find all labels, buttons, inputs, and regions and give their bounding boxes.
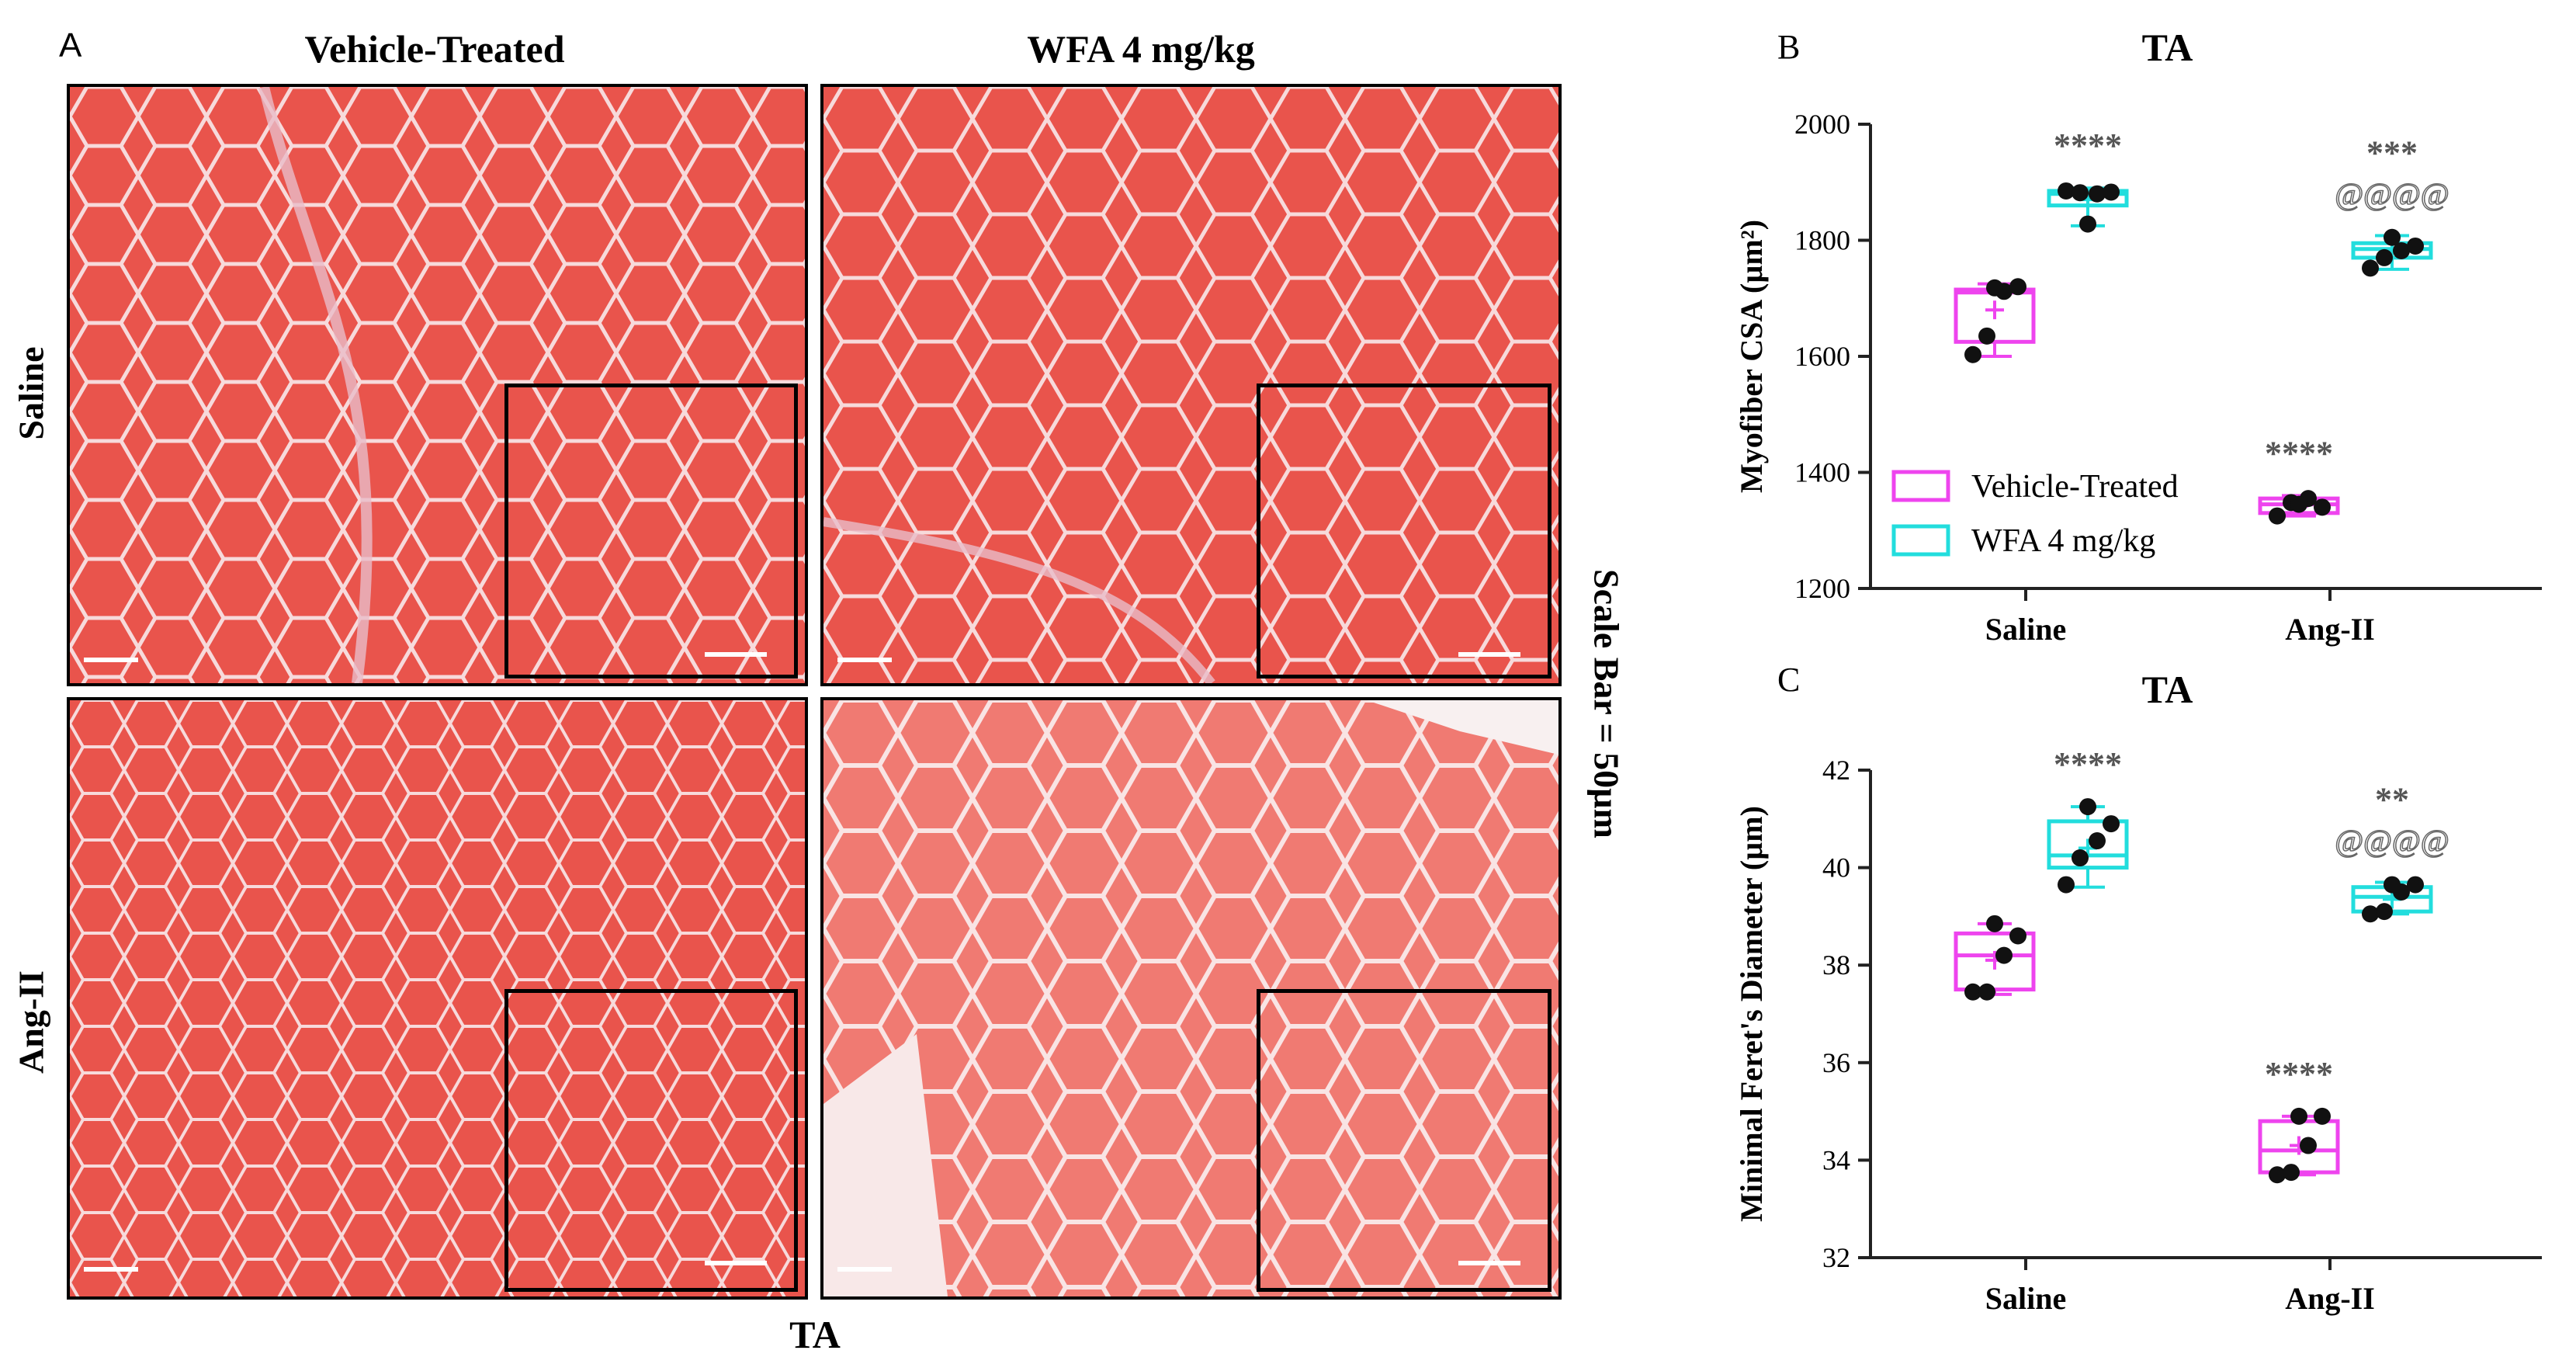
data-point — [2283, 1164, 2300, 1182]
row-header-ang-ii: Ang-II — [11, 970, 51, 1074]
panel-letter: C — [1777, 661, 1800, 699]
significance-annotation: **** — [2054, 127, 2122, 165]
data-point — [2384, 228, 2401, 246]
data-point — [2079, 798, 2096, 816]
scale-bar — [837, 658, 892, 662]
scale-bar — [84, 658, 138, 662]
y-tick-label: 1800 — [1794, 225, 1850, 256]
data-point — [2269, 507, 2286, 525]
x-tick-label: Saline — [1985, 1281, 2066, 1316]
scale-bar — [84, 1267, 138, 1272]
chart-title: TA — [2142, 26, 2193, 69]
significance-annotation: ** — [2375, 780, 2409, 818]
data-point — [2072, 184, 2089, 202]
y-tick-label: 36 — [1822, 1047, 1850, 1078]
inset-box — [504, 989, 798, 1292]
data-point — [2362, 259, 2379, 277]
y-tick-label: 34 — [1822, 1144, 1850, 1175]
column-header-wfa: WFA 4 mg/kg — [1027, 27, 1255, 71]
panel-letter: B — [1777, 28, 1800, 66]
data-point — [2058, 876, 2075, 894]
data-point — [1978, 983, 1995, 1001]
data-point — [2009, 278, 2026, 296]
data-point — [2269, 1166, 2286, 1184]
chart-b: B TA 1200 1400 1600 1800 2000 Myofiber CSA (µm²… — [1734, 26, 2542, 647]
data-point — [1986, 915, 2003, 932]
data-point — [2376, 248, 2393, 266]
data-point — [1986, 279, 2003, 297]
data-point — [2314, 1107, 2331, 1125]
data-point — [2393, 241, 2410, 259]
data-point — [2290, 1107, 2307, 1125]
data-point — [2384, 876, 2401, 894]
data-point — [2072, 849, 2089, 867]
x-tick-label: Ang-II — [2285, 612, 2375, 647]
data-point — [2058, 182, 2075, 200]
significance-annotation: **** — [2265, 434, 2333, 472]
data-point — [2300, 1137, 2317, 1154]
y-tick-label: 32 — [1822, 1242, 1850, 1273]
charts-area: B TA 1200 1400 1600 1800 2000 Myofiber CSA (µm²… — [1734, 26, 2542, 1316]
y-tick-label: 1600 — [1794, 341, 1850, 372]
micrograph-saline-vehicle — [67, 84, 808, 686]
legend-label: Vehicle-Treated — [1971, 469, 2179, 505]
data-point — [1964, 983, 1981, 1001]
y-tick-label: 2000 — [1794, 109, 1850, 140]
data-point — [2290, 495, 2307, 513]
data-point — [2376, 903, 2393, 921]
inset-box — [504, 384, 798, 679]
tissue-texture — [823, 700, 1558, 1296]
data-point — [1995, 946, 2013, 964]
data-point — [2103, 183, 2120, 201]
data-point — [2314, 498, 2331, 516]
data-point — [2407, 876, 2424, 894]
data-point — [2103, 815, 2120, 833]
scale-bar-inset — [1458, 1261, 1520, 1265]
micrograph-ang-ii-wfa — [820, 697, 1562, 1300]
scale-bar-inset — [705, 652, 767, 657]
inset-box — [1257, 989, 1551, 1292]
row-header-saline: Saline — [11, 346, 51, 440]
data-point — [1978, 327, 1995, 345]
x-tick-label: Saline — [1985, 612, 2066, 647]
y-tick-label: 40 — [1822, 852, 1850, 883]
y-tick-label: 1400 — [1794, 457, 1850, 488]
legend-label: WFA 4 mg/kg — [1971, 523, 2155, 559]
panel-a-letter: A — [59, 26, 82, 64]
data-point — [2009, 927, 2026, 945]
chart-title: TA — [2142, 668, 2193, 711]
data-point — [2089, 832, 2106, 850]
chart-c: C TA 32 34 36 38 40 42 Minimal Feret's Diameter … — [1734, 661, 2542, 1316]
tissue-texture — [70, 700, 805, 1296]
y-axis-label: Myofiber CSA (µm²) — [1734, 220, 1769, 493]
panel-a-footer-label: TA — [789, 1313, 841, 1356]
x-tick-label: Ang-II — [2285, 1281, 2375, 1316]
data-point — [2362, 905, 2379, 923]
data-point — [2089, 185, 2106, 203]
legend-swatch — [1891, 470, 1950, 502]
micrograph-saline-wfa — [820, 84, 1562, 686]
scale-bar-inset — [1458, 652, 1520, 657]
legend-swatch — [1891, 524, 1950, 557]
y-tick-label: 38 — [1822, 949, 1850, 981]
significance-annotation: @@@@ — [2335, 823, 2449, 858]
y-axis-label: Minimal Feret's Diameter (µm) — [1734, 806, 1769, 1222]
significance-annotation: **** — [2265, 1055, 2333, 1093]
data-point — [1964, 345, 1981, 363]
y-tick-label: 42 — [1822, 755, 1850, 786]
column-header-vehicle: Vehicle-Treated — [304, 27, 565, 71]
micrograph-ang-ii-vehicle — [67, 697, 808, 1300]
significance-annotation: @@@@ — [2335, 177, 2449, 212]
data-point — [2079, 215, 2096, 233]
y-tick-label: 1200 — [1794, 573, 1850, 604]
significance-annotation: *** — [2366, 134, 2418, 172]
significance-annotation: **** — [2054, 745, 2122, 783]
scale-bar — [837, 1267, 892, 1272]
data-point — [2407, 237, 2424, 255]
inset-box — [1257, 384, 1551, 679]
scale-bar-inset — [705, 1261, 767, 1265]
